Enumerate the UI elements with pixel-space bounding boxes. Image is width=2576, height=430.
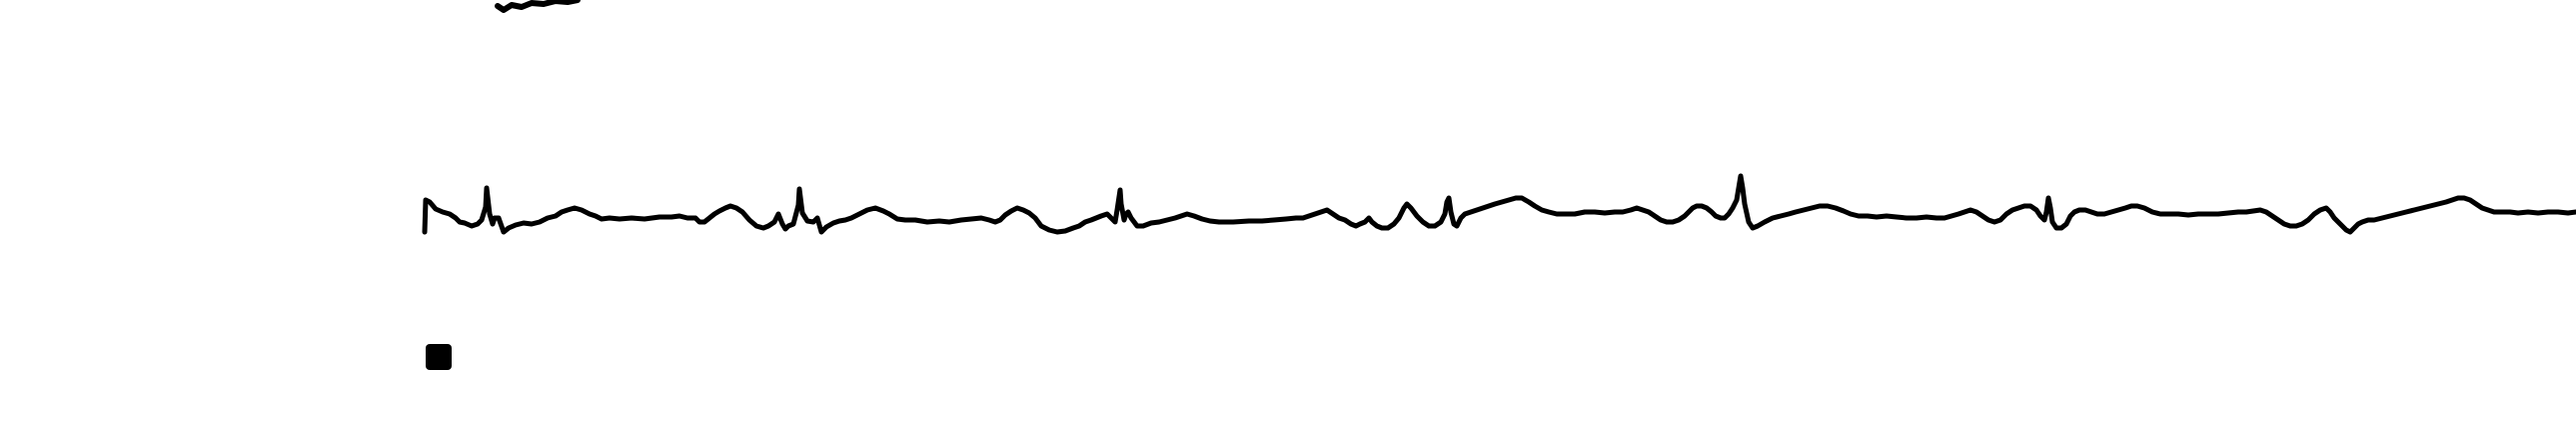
previous-lead-trace-fragment: [495, 0, 581, 13]
ecg-lead-trace: [422, 173, 2576, 235]
strip-marker: [426, 344, 452, 370]
